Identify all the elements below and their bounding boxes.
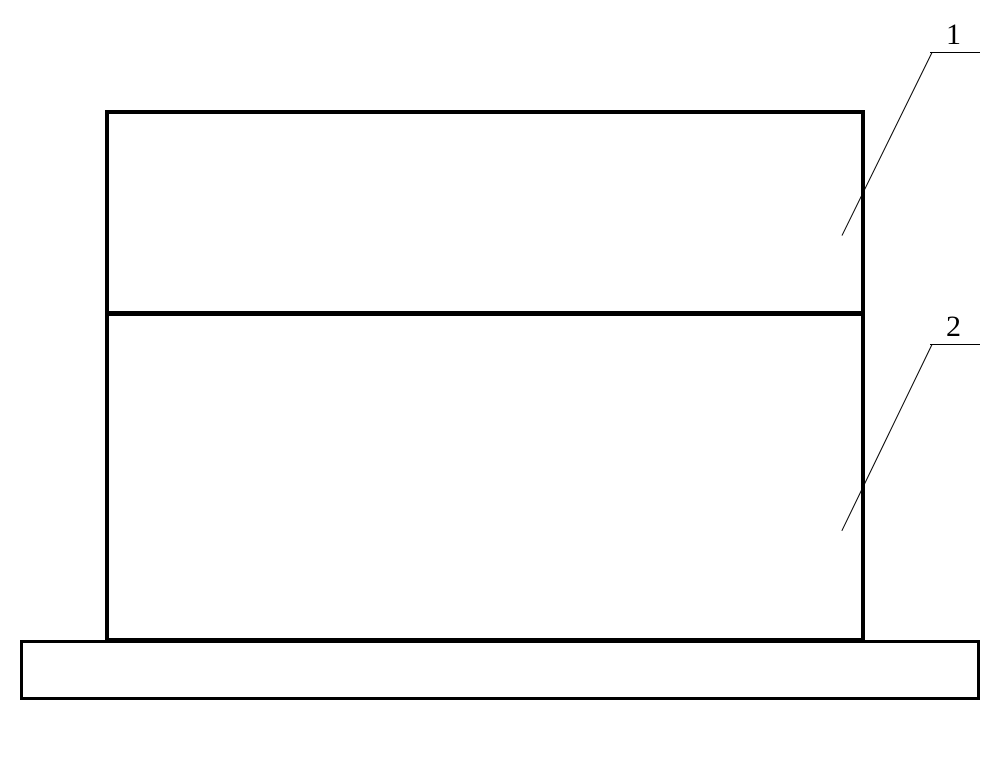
upper-block bbox=[105, 110, 865, 315]
lower-block bbox=[105, 312, 865, 642]
label-2-underline bbox=[930, 344, 980, 345]
label-1-underline bbox=[930, 52, 980, 53]
diagram-canvas: { "diagram": { "type": "schematic", "bac… bbox=[0, 0, 1000, 763]
base-slab bbox=[20, 640, 980, 700]
label-1: 1 bbox=[946, 18, 961, 52]
label-2: 2 bbox=[946, 310, 961, 344]
